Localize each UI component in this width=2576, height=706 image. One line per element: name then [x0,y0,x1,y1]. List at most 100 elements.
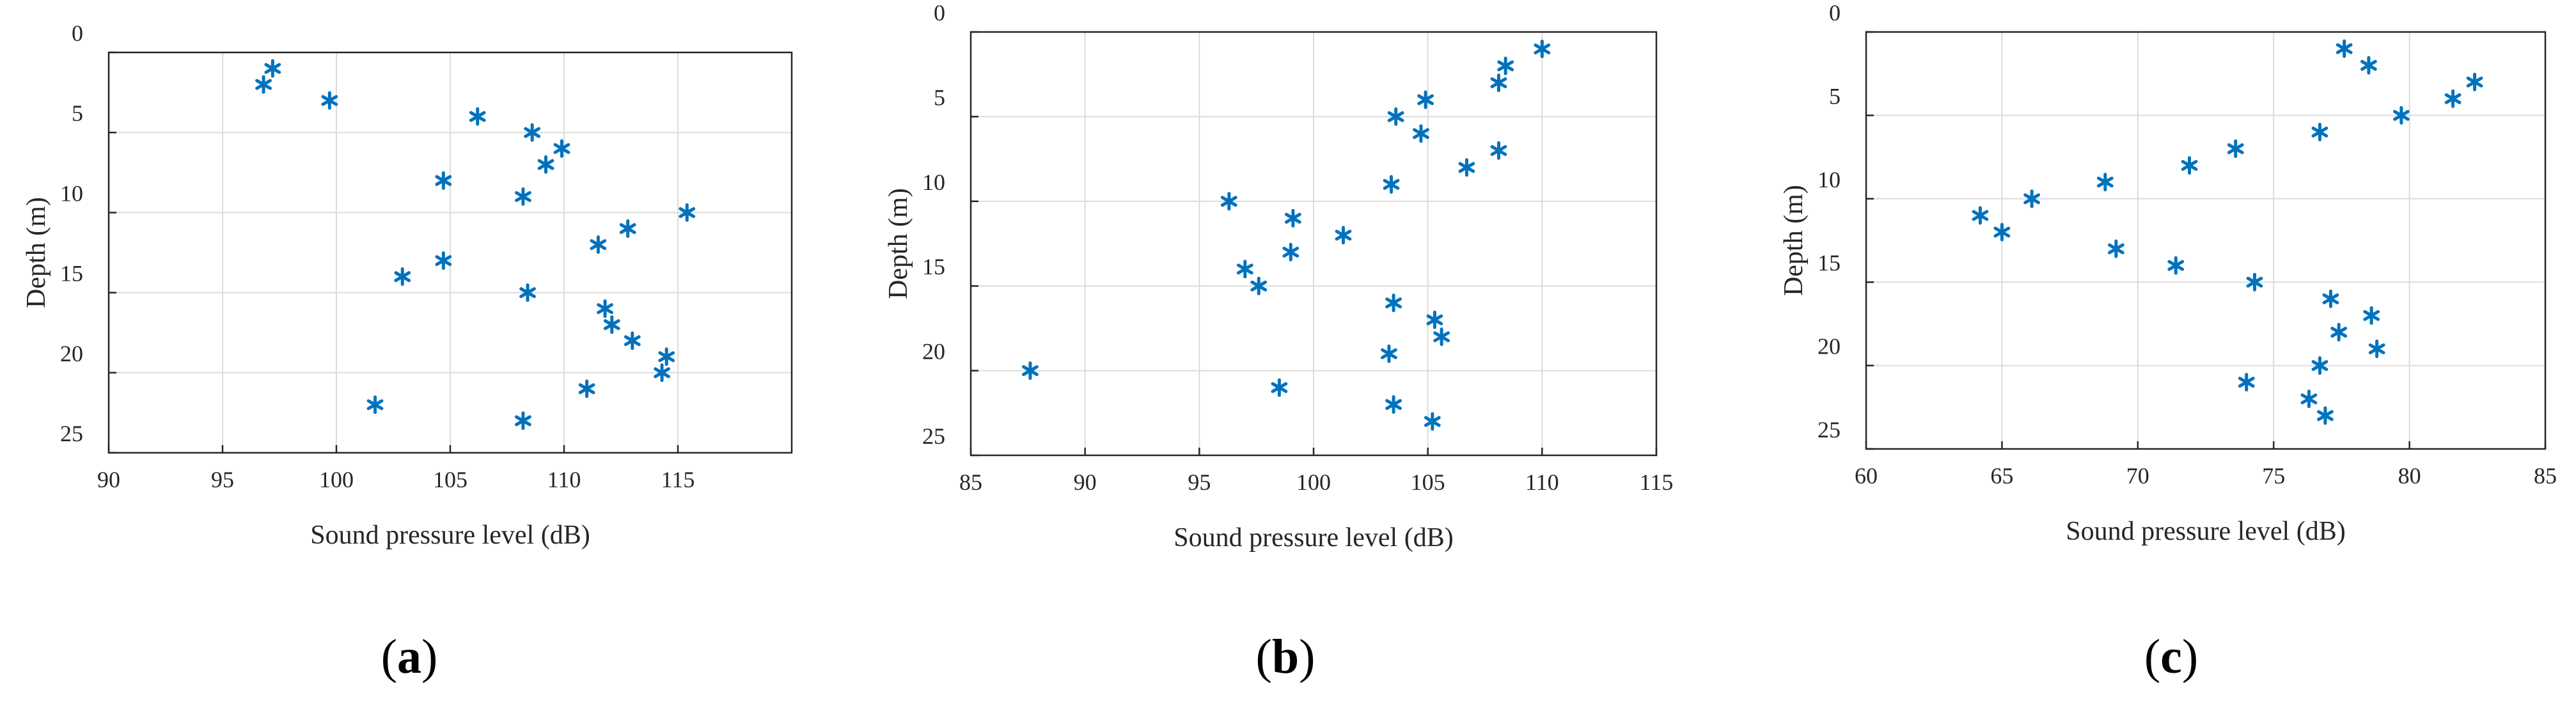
panel-label: (a) [381,630,438,684]
y-tick-label: 5 [1829,83,1841,109]
data-point [2246,272,2263,292]
data-point [590,235,607,254]
data-point [1433,327,1450,347]
data-point [1490,73,1507,92]
data-point [2181,156,2198,175]
data-point [515,187,531,206]
y-tick-label: 5 [934,84,945,110]
x-tick-label: 105 [433,467,467,492]
x-tick-label: 85 [2534,463,2557,489]
data-point [597,299,613,318]
data-point [537,155,554,174]
x-tick-label: 60 [1855,463,1878,489]
y-tick-label: 0 [1829,0,1841,26]
data-point [2096,173,2114,192]
data-point [619,219,636,238]
data-point [2227,139,2244,159]
data-point [1458,158,1475,177]
data-point [264,59,281,78]
data-point [1972,206,1989,225]
y-tick-label: 20 [922,339,945,365]
data-point [524,123,541,142]
data-point [2330,322,2348,341]
y-tick-label: 0 [72,20,83,46]
x-tick-label: 95 [1188,469,1211,495]
data-point [553,139,570,158]
data-point [2466,72,2483,91]
data-point [321,91,338,110]
data-point [1387,107,1404,126]
data-point [2023,189,2041,208]
x-tick-label: 110 [547,467,581,492]
data-point [2107,239,2124,258]
y-tick-label: 25 [922,423,945,449]
data-point [2238,373,2255,392]
data-point [1426,310,1443,329]
data-point [2392,106,2410,125]
x-tick-label: 100 [1296,469,1331,495]
data-point [255,75,272,94]
x-axis-label: Sound pressure level (dB) [2066,517,2345,546]
x-axis-label: Sound pressure level (dB) [310,521,590,550]
data-point [658,347,675,366]
panel-label: (b) [1256,630,1315,684]
data-point [2311,356,2329,375]
data-point [1424,412,1441,431]
data-point [394,267,411,286]
data-point [578,379,595,398]
x-tick-label: 90 [1074,469,1097,495]
x-tick-label: 115 [1640,469,1674,495]
data-point [2363,306,2380,325]
chart-panel-b: 85 90 95 100 105 110 115 0 5 10 15 20 25 Sound pressu… [884,0,1673,684]
panel-label: (c) [2144,630,2198,684]
data-point [519,283,536,302]
data-point [1385,395,1402,414]
x-tick-label: 115 [661,467,695,492]
data-point [435,251,452,271]
data-point [366,395,384,414]
y-axis-label: Depth (m) [884,188,913,299]
data-point [1335,226,1352,245]
data-point [2300,389,2318,409]
data-point [2368,340,2385,359]
chart-panel-a: 90 95 100 105 110 115 0 5 10 15 20 25 Sound pressure… [22,20,793,684]
plot-frame [1865,31,2547,450]
chart-panel-c: 60 65 70 75 80 85 0 5 10 15 20 25 Sound pressure lev… [1779,0,2557,684]
y-tick-label: 25 [60,421,83,446]
data-point [2167,256,2185,275]
x-tick-label: 100 [319,467,354,492]
x-tick-label: 65 [1990,463,2013,489]
y-tick-label: 20 [60,341,83,366]
data-point [469,107,486,126]
data-point [1282,242,1300,262]
data-point [1022,361,1039,380]
data-point [1383,175,1400,194]
x-tick-label: 95 [211,467,234,492]
y-tick-label: 15 [1818,250,1841,276]
y-tick-label: 15 [922,254,945,279]
x-tick-label: 90 [97,467,120,492]
x-axis-label: Sound pressure level (dB) [1174,523,1453,553]
x-tick-label: 110 [1525,469,1559,495]
data-point [2311,122,2329,141]
y-axis-label: Depth (m) [22,197,51,308]
data-point [1284,208,1301,228]
data-point [1236,260,1253,279]
data-point [515,411,531,430]
data-point [2317,406,2334,425]
data-point [1993,223,2011,242]
data-point [435,171,452,190]
data-point [2444,89,2462,108]
data-point [1413,124,1429,143]
data-point [624,331,641,350]
y-tick-label: 10 [922,169,945,195]
data-point [603,315,620,334]
data-point [1385,294,1402,313]
y-tick-label: 15 [60,261,83,286]
data-point [1490,141,1507,160]
data-point [679,203,696,222]
data-point [654,363,670,382]
data-point [2360,56,2377,75]
data-point [1381,344,1397,363]
